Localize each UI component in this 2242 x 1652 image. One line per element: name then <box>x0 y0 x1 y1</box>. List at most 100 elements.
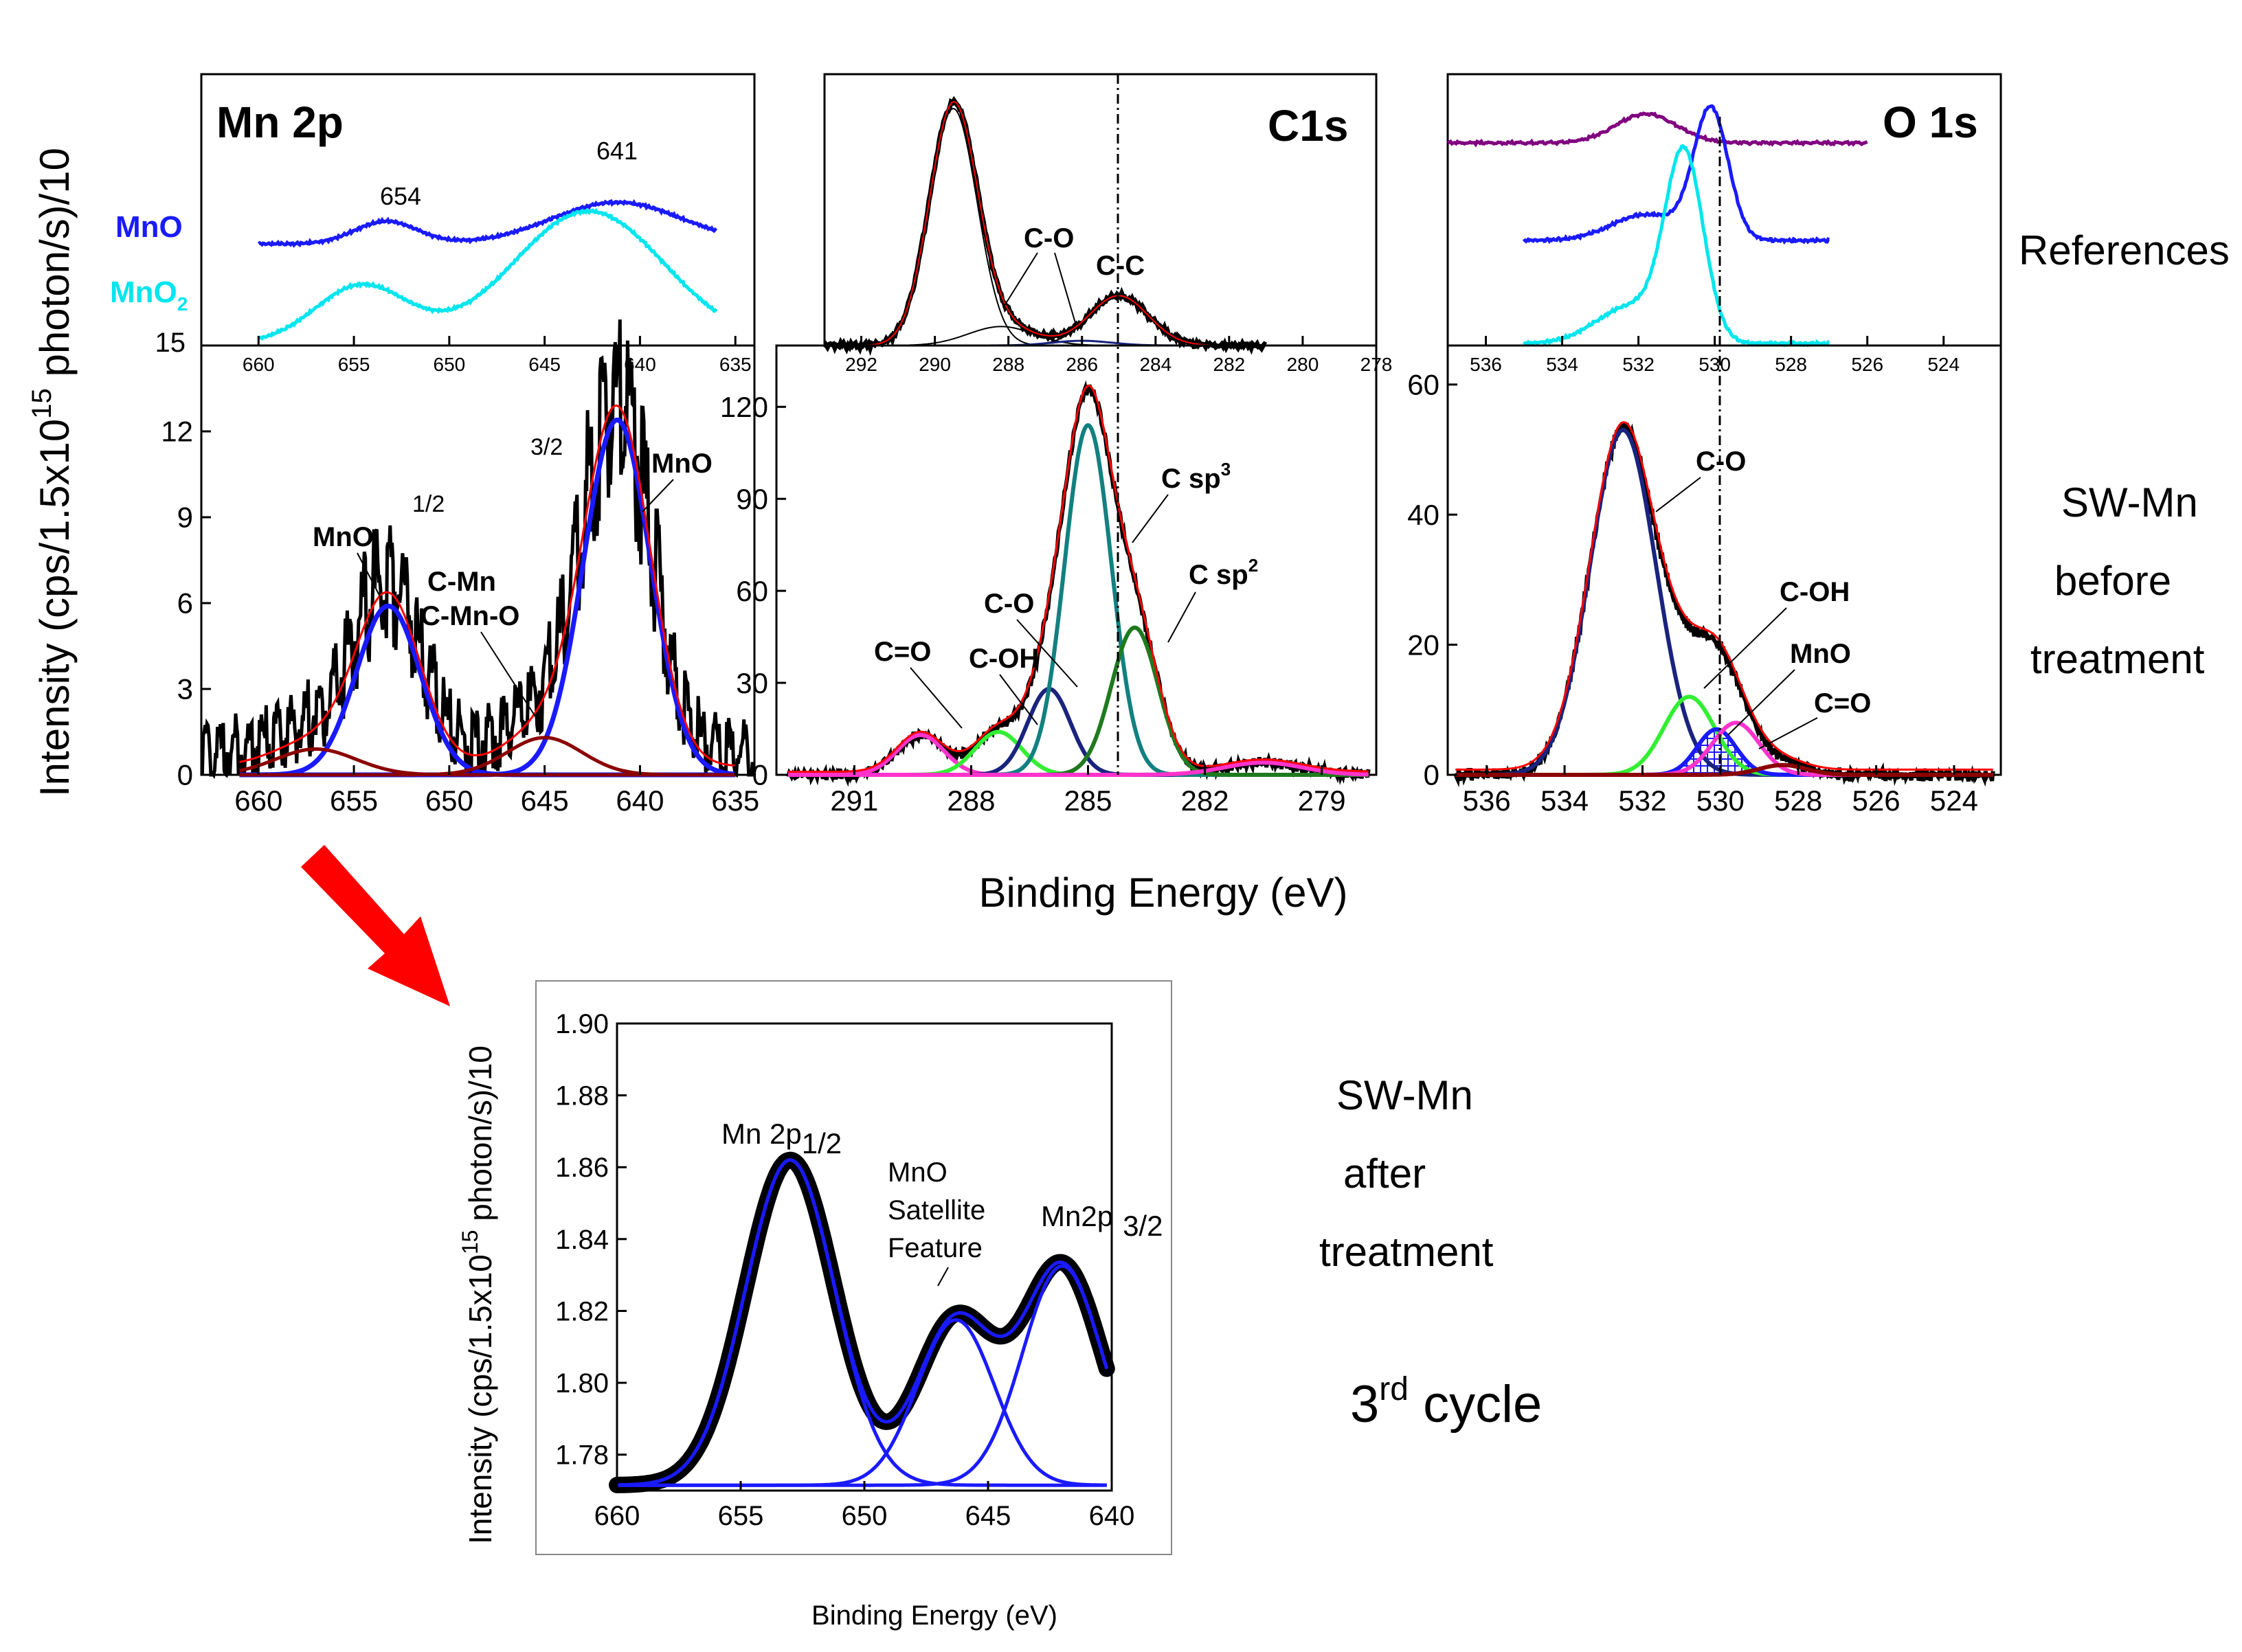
x-tick-label: 530 <box>1696 784 1745 817</box>
row-label-after-2: after <box>1343 1151 1426 1197</box>
plot-frame <box>616 1022 1113 1492</box>
x-tick-label: 528 <box>1774 784 1822 817</box>
y-tick-label: 40 <box>1407 499 1439 531</box>
raw-data-line <box>200 319 756 780</box>
row-label-before-2: before <box>2054 558 2171 604</box>
panel-o1s-before: 536 534 532 530 528 526 524 0 20 40 60 C-O C-OH Mn… <box>1407 117 2002 817</box>
component-c-o <box>1455 428 1993 777</box>
x-tick-label: 528 <box>1775 354 1807 375</box>
x-tick-label: 282 <box>1213 354 1246 375</box>
y-tick-label: 1.84 <box>555 1225 609 1255</box>
leader-lines <box>1655 477 1818 749</box>
x-tick-label: 524 <box>1927 354 1960 375</box>
axis-ticks: 660 655 650 645 640 1.78 1.80 1.82 1.84 1.86 1.88 1… <box>555 1009 1134 1531</box>
axis-ticks: 291 288 285 282 279 0 30 60 90 120 <box>720 391 1346 817</box>
label-mno: MnO <box>1790 639 1851 669</box>
label-c-sp2: C sp2 <box>1189 555 1258 590</box>
label-3-2: 3/2 <box>530 434 563 460</box>
x-ticks: 536 534 532 530 528 526 524 <box>1470 336 1960 375</box>
label-satellite-3: Feature <box>888 1233 983 1263</box>
y-tick-label: 60 <box>1407 369 1439 401</box>
inset-outer-frame <box>535 980 1172 1555</box>
x-tick-label: 282 <box>1181 784 1229 817</box>
main-y-axis-label: Intensity (cps/1.5x1015 photon/s)/10 <box>27 148 78 797</box>
series-label-mno2: MnO2 <box>110 275 188 315</box>
x-tick-label: 288 <box>992 354 1024 375</box>
row-label-after-1: SW-Mn <box>1336 1072 1473 1118</box>
x-tick-label: 530 <box>1699 354 1731 375</box>
x-ticks: 660 655 650 645 640 635 <box>243 336 752 375</box>
main-x-axis-label: Binding Energy (eV) <box>979 870 1348 916</box>
y-tick-label: 60 <box>736 575 768 607</box>
y-tick-label: 1.82 <box>555 1296 609 1326</box>
y-tick-label: 0 <box>177 759 193 791</box>
x-tick-label: 290 <box>919 354 951 375</box>
component-mn2p-3-2 <box>617 1264 1109 1487</box>
row-label-before-3: treatment <box>2030 636 2205 682</box>
envelope-fit <box>1455 421 1993 771</box>
envelope-fit <box>239 404 736 767</box>
x-tick-label: 534 <box>1540 784 1589 817</box>
label-c-c: C-C <box>1096 251 1145 281</box>
y-tick-label: 30 <box>736 667 768 699</box>
ref-curves <box>1446 104 1868 348</box>
leader-line <box>937 1267 949 1287</box>
fit-curves <box>786 380 1371 787</box>
label-c-o: C-O <box>984 589 1034 619</box>
label-satellite-2: Satellite <box>888 1195 985 1225</box>
series-label-mno: MnO <box>115 210 183 244</box>
label-c-o: C-O <box>1024 223 1074 253</box>
panel-c1s-before: 291 288 285 282 279 0 30 60 90 120 C=O C-OH C-O C… <box>720 74 1378 817</box>
x-tick-label: 285 <box>1064 784 1112 817</box>
panel-title: C1s <box>1268 101 1348 150</box>
x-tick-label: 655 <box>338 354 370 375</box>
label-satellite-1: MnO <box>888 1157 948 1188</box>
y-tick-label: 90 <box>736 483 768 515</box>
peak-label-641: 641 <box>596 137 638 165</box>
ref-line-mno <box>257 199 718 248</box>
leader-lines <box>910 494 1196 729</box>
panel-title: O 1s <box>1883 98 1978 147</box>
inset-x-axis-label: Binding Energy (eV) <box>811 1600 1057 1631</box>
x-tick-label: 640 <box>1089 1501 1135 1531</box>
label-mno-32: MnO <box>651 449 713 479</box>
red-arrow-icon <box>301 845 450 1006</box>
x-tick-label: 288 <box>947 784 995 817</box>
x-tick-label: 284 <box>1139 354 1172 375</box>
inset-y-axis-label: Intensity (cps/1.5x1015 photon/s)/10 <box>458 1045 498 1544</box>
x-tick-label: 645 <box>965 1501 1011 1531</box>
panel-c1s-ref: 292 290 288 286 284 282 280 278 C1s C-O C-C <box>822 73 1392 375</box>
label-c-oh: C-OH <box>1780 577 1850 607</box>
peak-label-654: 654 <box>380 182 421 210</box>
x-tick-label: 660 <box>243 354 275 375</box>
label-1-2: 1/2 <box>412 491 445 517</box>
x-tick-label: 635 <box>711 784 759 817</box>
component-satellite <box>238 747 736 777</box>
axis-ticks: 660 655 650 645 640 635 0 3 6 9 12 <box>161 416 759 817</box>
x-tick-label: 640 <box>616 784 664 817</box>
x-tick-label: 635 <box>719 354 752 375</box>
component-mn-2p1-2 <box>617 1158 1107 1487</box>
x-tick-label: 655 <box>718 1501 764 1531</box>
panel-mn2p-after: 660 655 650 645 640 1.78 1.80 1.82 1.84 1.86 1.88 1… <box>458 980 1172 1631</box>
y-tick-label: 1.88 <box>555 1081 609 1111</box>
label-c-oh: C-OH <box>969 644 1039 674</box>
x-tick-label: 526 <box>1851 354 1883 375</box>
envelope-fit <box>788 384 1369 773</box>
x-tick-label: 524 <box>1930 784 1978 817</box>
x-tick-label: 532 <box>1622 354 1655 375</box>
x-tick-label: 532 <box>1618 784 1666 817</box>
ref-curves <box>257 199 718 341</box>
plot-frame <box>200 344 756 776</box>
x-tick-label: 650 <box>434 354 466 375</box>
fit-curves <box>609 1151 1115 1493</box>
panel-mn2p-ref: 660 655 650 645 640 635 Mn 2p MnO MnO2 654 64… <box>110 73 756 375</box>
axis-ticks: 536 534 532 530 528 526 524 0 20 40 60 <box>1407 369 1978 817</box>
row-label-before-1: SW-Mn <box>2061 479 2198 525</box>
ref-line-mno2-ref <box>1446 111 1868 148</box>
x-tick-label: 660 <box>594 1501 640 1531</box>
y-tick-label: 9 <box>177 501 193 534</box>
component-c-sp3 <box>788 423 1369 777</box>
x-tick-label: 291 <box>830 784 878 817</box>
